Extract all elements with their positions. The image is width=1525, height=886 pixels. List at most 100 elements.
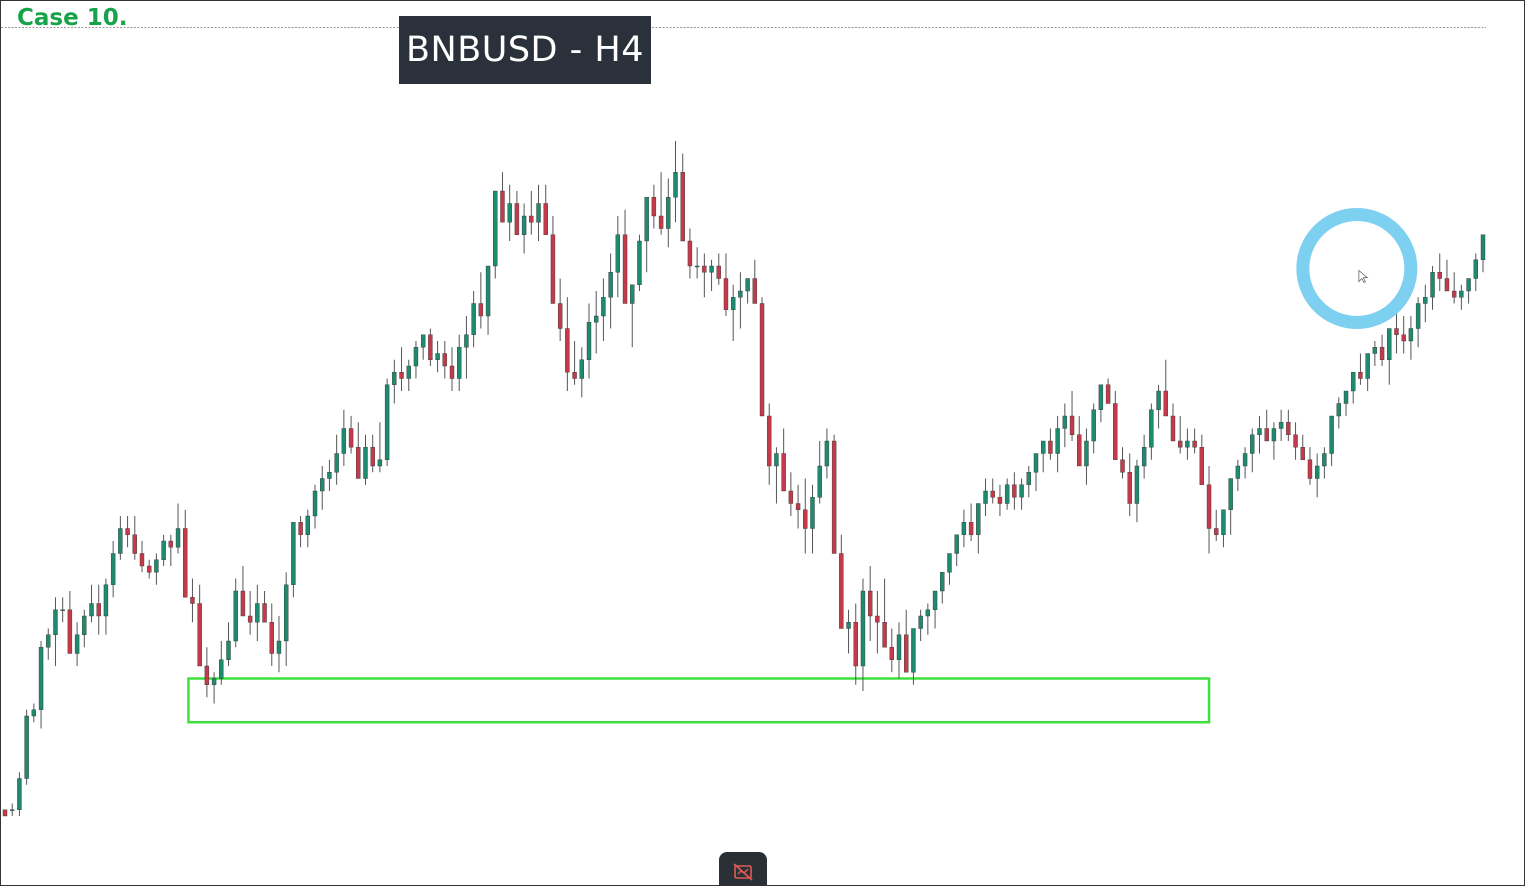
candle	[853, 603, 858, 685]
candle-body-bullish	[82, 615, 87, 635]
candle-body-bearish	[1163, 390, 1168, 417]
candle-body-bullish	[154, 559, 159, 573]
candle-body-bullish	[17, 778, 22, 810]
candle	[1120, 447, 1125, 479]
candle-body-bearish	[1293, 434, 1298, 448]
candle	[168, 534, 174, 566]
candle-body-bullish	[377, 459, 383, 467]
candle	[990, 478, 995, 504]
candle-body-bullish	[103, 584, 109, 617]
candle	[478, 272, 484, 329]
candle	[622, 209, 628, 304]
candle	[110, 541, 116, 598]
candle	[10, 803, 15, 816]
candle	[1293, 422, 1298, 460]
candle	[118, 516, 123, 560]
candle-body-bearish	[529, 215, 534, 223]
candle-body-bearish	[759, 303, 765, 417]
candle	[1026, 466, 1031, 498]
candle-body-bullish	[1221, 509, 1226, 535]
candle-body-bullish	[817, 465, 822, 498]
candle	[103, 578, 109, 635]
candle	[1451, 272, 1457, 304]
candle-body-bullish	[637, 240, 642, 285]
candle	[882, 578, 887, 648]
candle-body-bearish	[1264, 428, 1269, 442]
support-zone-box[interactable]	[187, 677, 1211, 724]
candle	[795, 484, 801, 529]
candle-body-bearish	[788, 490, 794, 504]
candle-body-bearish	[997, 497, 1003, 504]
candle	[680, 153, 685, 242]
candle	[1365, 353, 1370, 391]
candle-body-bullish	[1019, 484, 1024, 498]
candle-body-bullish	[46, 634, 51, 648]
candle-body-bullish	[745, 278, 750, 292]
candle	[53, 597, 58, 666]
candle	[817, 441, 822, 504]
candle-body-bullish	[536, 203, 541, 223]
candle-body-bullish	[118, 528, 123, 554]
candle-body-bullish	[824, 440, 830, 467]
candle	[694, 247, 700, 279]
candle	[1048, 428, 1053, 460]
candle	[1113, 391, 1118, 460]
candle	[1379, 334, 1385, 366]
candle	[1415, 297, 1421, 348]
candle	[1127, 453, 1132, 516]
candle	[947, 553, 952, 585]
candle	[1084, 428, 1089, 485]
candle-body-bearish	[968, 522, 974, 535]
hide-drawings-button[interactable]	[719, 852, 767, 885]
candle	[839, 534, 844, 629]
candle	[233, 578, 238, 648]
candle-body-bullish	[1149, 409, 1154, 448]
candle-body-bullish	[594, 315, 599, 323]
candle	[730, 284, 736, 341]
candle-body-bearish	[767, 415, 772, 467]
candle	[38, 641, 44, 729]
candle	[586, 303, 592, 379]
candle-body-bullish	[644, 197, 649, 242]
candle-body-bullish	[1336, 403, 1342, 417]
candle	[219, 641, 224, 685]
hide-drawings-icon	[733, 863, 753, 881]
candle	[557, 278, 563, 341]
candle-body-bullish	[384, 384, 390, 460]
candle	[788, 472, 794, 516]
candle-body-bullish	[608, 272, 613, 298]
candle-body-bearish	[543, 203, 548, 235]
candle	[31, 703, 37, 723]
candle	[1343, 390, 1349, 416]
candle	[125, 516, 130, 548]
candle-body-bullish	[1473, 259, 1478, 279]
candle	[1199, 434, 1205, 485]
candle	[305, 509, 311, 548]
candle-body-bullish	[406, 365, 411, 379]
candle-body-bearish	[204, 665, 210, 685]
candle-body-bullish	[918, 615, 923, 629]
candle-body-bullish	[1415, 303, 1421, 329]
candle-body-bullish	[363, 447, 368, 479]
candle-body-bullish	[694, 265, 700, 268]
candle	[774, 447, 779, 504]
candle	[1214, 509, 1219, 541]
candle-body-bearish	[904, 634, 909, 673]
candle-body-bullish	[291, 522, 296, 585]
candle	[1134, 459, 1140, 523]
candle-body-bearish	[146, 565, 152, 573]
candle	[976, 503, 981, 554]
candle-body-bullish	[233, 590, 238, 642]
candle-body-bullish	[1242, 453, 1248, 467]
candle	[1105, 378, 1111, 404]
candle	[1300, 434, 1305, 460]
candle	[1286, 409, 1291, 441]
candle	[406, 359, 411, 391]
candle-body-bearish	[348, 428, 354, 448]
candle	[550, 216, 556, 304]
candle	[615, 216, 621, 298]
candle-body-bullish	[947, 553, 952, 573]
candle-body-bullish	[709, 265, 714, 273]
candle-body-bullish	[911, 628, 916, 673]
